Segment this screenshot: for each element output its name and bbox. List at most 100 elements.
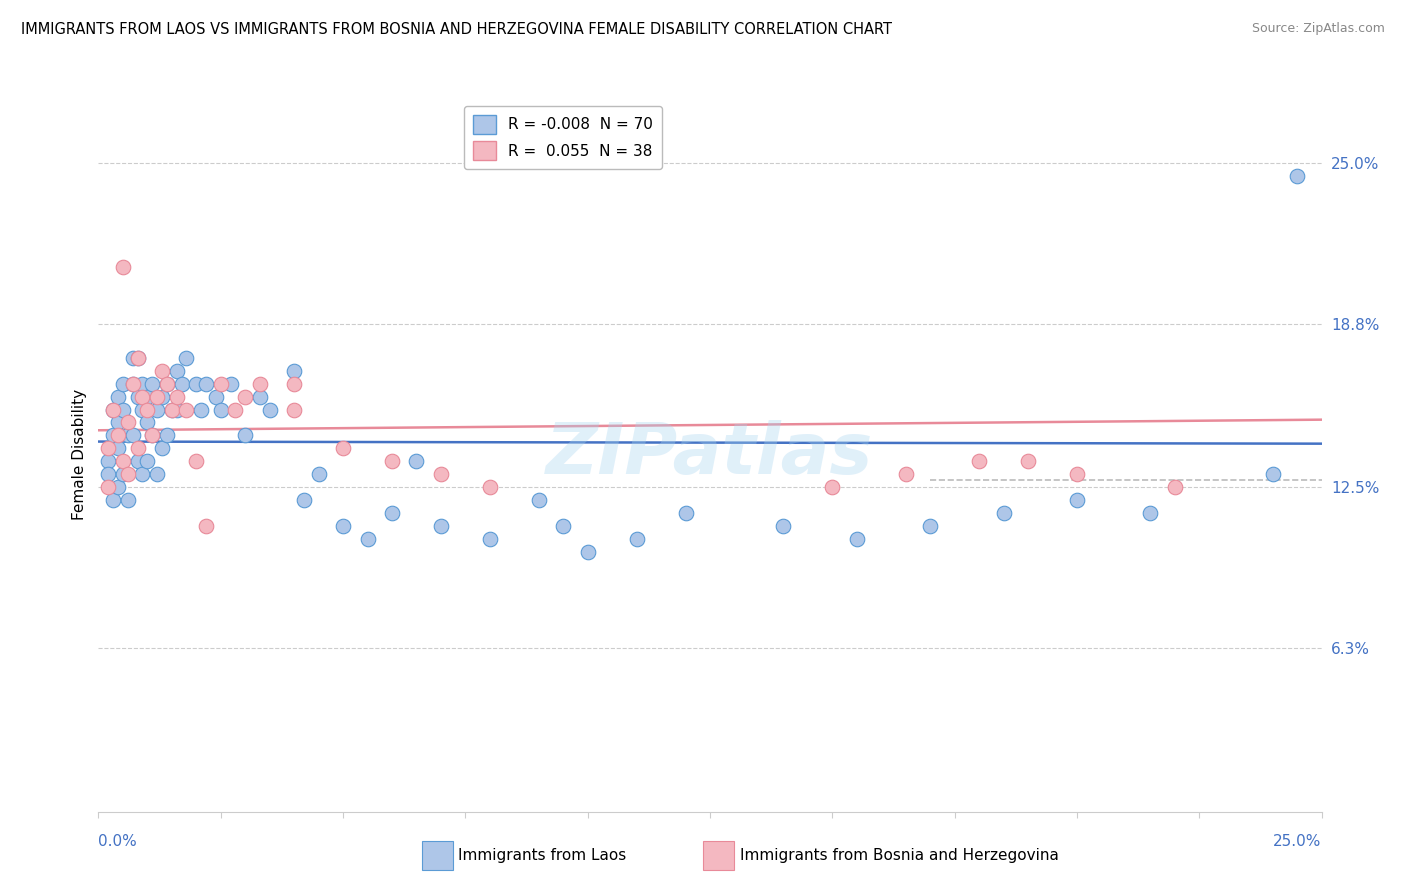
Point xyxy=(430,519,453,533)
Point xyxy=(101,493,124,508)
Point xyxy=(478,480,501,494)
Point xyxy=(97,442,120,456)
Point xyxy=(553,519,575,533)
Point xyxy=(127,442,149,456)
Point xyxy=(146,390,169,404)
Point xyxy=(626,533,648,547)
Point xyxy=(107,390,129,404)
Text: 0.0%: 0.0% xyxy=(98,834,138,849)
Point xyxy=(176,351,198,365)
Point xyxy=(97,467,120,482)
Point xyxy=(195,376,218,391)
Point xyxy=(186,454,208,468)
Point xyxy=(209,402,232,417)
Point xyxy=(127,390,149,404)
Point xyxy=(156,376,179,391)
Y-axis label: Female Disability: Female Disability xyxy=(72,389,87,521)
Point xyxy=(205,390,228,404)
Point xyxy=(233,428,256,442)
Point xyxy=(111,467,134,482)
Point xyxy=(166,390,188,404)
Text: Source: ZipAtlas.com: Source: ZipAtlas.com xyxy=(1251,22,1385,36)
Point xyxy=(146,402,169,417)
Point xyxy=(259,402,281,417)
Point xyxy=(121,351,143,365)
Text: Immigrants from Bosnia and Herzegovina: Immigrants from Bosnia and Herzegovina xyxy=(740,848,1059,863)
Point xyxy=(219,376,242,391)
Point xyxy=(332,442,354,456)
Point xyxy=(190,402,212,417)
Point xyxy=(249,376,271,391)
Point xyxy=(136,390,159,404)
Point xyxy=(1066,493,1088,508)
Point xyxy=(111,376,134,391)
Point xyxy=(1164,480,1187,494)
Point xyxy=(292,493,315,508)
Point xyxy=(993,506,1015,520)
Point xyxy=(381,506,404,520)
Point xyxy=(111,402,134,417)
Point xyxy=(150,442,173,456)
Point xyxy=(249,390,271,404)
Point xyxy=(1066,467,1088,482)
Text: ZIPatlas: ZIPatlas xyxy=(547,420,873,490)
Point xyxy=(381,454,404,468)
Point xyxy=(101,402,124,417)
Point xyxy=(170,376,193,391)
Point xyxy=(121,376,143,391)
Point xyxy=(1261,467,1284,482)
Point xyxy=(478,533,501,547)
Point xyxy=(150,390,173,404)
Point xyxy=(131,390,153,404)
Point xyxy=(894,467,917,482)
Point xyxy=(283,363,305,377)
Point xyxy=(136,454,159,468)
Point xyxy=(131,376,153,391)
Text: Immigrants from Laos: Immigrants from Laos xyxy=(458,848,627,863)
Point xyxy=(117,467,139,482)
Point xyxy=(1139,506,1161,520)
Point xyxy=(141,428,163,442)
Point xyxy=(107,428,129,442)
Point xyxy=(101,428,124,442)
Point xyxy=(117,416,139,430)
Point xyxy=(146,467,169,482)
Point xyxy=(97,480,120,494)
Point xyxy=(141,376,163,391)
Text: 25.0%: 25.0% xyxy=(1274,834,1322,849)
Point xyxy=(224,402,246,417)
Point xyxy=(283,402,305,417)
Point xyxy=(136,416,159,430)
Point xyxy=(160,402,183,417)
Point xyxy=(233,390,256,404)
Text: IMMIGRANTS FROM LAOS VS IMMIGRANTS FROM BOSNIA AND HERZEGOVINA FEMALE DISABILITY: IMMIGRANTS FROM LAOS VS IMMIGRANTS FROM … xyxy=(21,22,891,37)
Point xyxy=(186,376,208,391)
Point xyxy=(121,376,143,391)
Point xyxy=(332,519,354,533)
Point xyxy=(209,376,232,391)
Point xyxy=(131,402,153,417)
Point xyxy=(127,351,149,365)
Point xyxy=(127,351,149,365)
Point xyxy=(117,428,139,442)
Point xyxy=(107,416,129,430)
Point xyxy=(430,467,453,482)
Point xyxy=(1286,169,1309,183)
Point xyxy=(131,467,153,482)
Point xyxy=(576,545,599,559)
Legend: R = -0.008  N = 70, R =  0.055  N = 38: R = -0.008 N = 70, R = 0.055 N = 38 xyxy=(464,106,662,169)
Point xyxy=(136,402,159,417)
Point xyxy=(308,467,330,482)
Point xyxy=(772,519,794,533)
Point xyxy=(356,533,378,547)
Point xyxy=(176,402,198,417)
Point xyxy=(283,376,305,391)
Point xyxy=(527,493,550,508)
Point xyxy=(141,428,163,442)
Point xyxy=(107,480,129,494)
Point xyxy=(166,402,188,417)
Point xyxy=(1017,454,1039,468)
Point xyxy=(111,454,134,468)
Point xyxy=(160,402,183,417)
Point xyxy=(920,519,942,533)
